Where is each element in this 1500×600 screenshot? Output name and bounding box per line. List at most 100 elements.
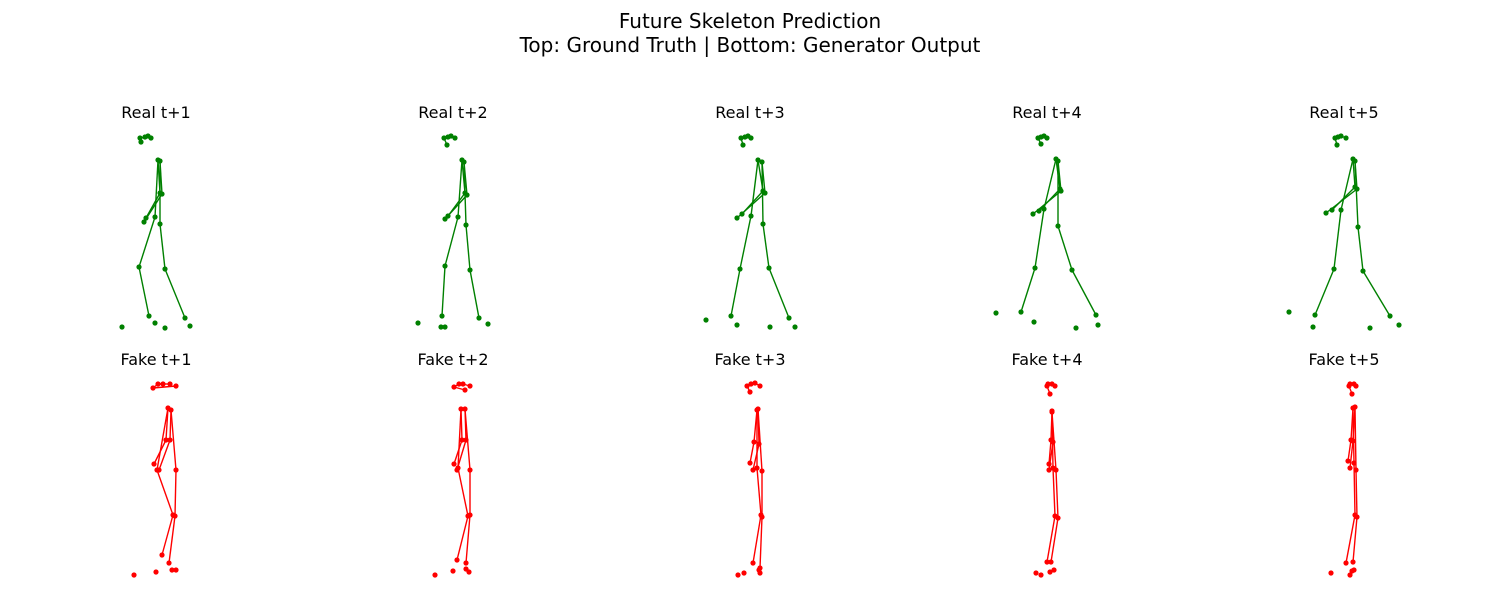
bone-line (1057, 225, 1073, 271)
joint-point (441, 135, 447, 141)
joint-point (167, 381, 173, 387)
joint-point (159, 191, 165, 197)
joint-point (152, 214, 158, 220)
joint-point (1041, 206, 1047, 212)
bone-line (739, 215, 752, 270)
skeleton-panel-fake-3 (735, 380, 765, 578)
joint-point (767, 324, 773, 330)
joint-point (740, 142, 746, 148)
joint-point (455, 214, 461, 220)
joint-point (1053, 467, 1059, 473)
bone-line (730, 268, 741, 317)
joint-point (163, 437, 169, 443)
joint-point (166, 560, 172, 566)
joint-point (162, 325, 168, 331)
joint-point (1347, 572, 1353, 578)
joint-point (1396, 322, 1402, 328)
skeleton-panel-fake-4 (1033, 381, 1061, 578)
bone-line (1354, 406, 1357, 471)
bone-line (757, 408, 763, 472)
joint-point (442, 324, 448, 330)
joint-point (759, 159, 765, 165)
joint-point (993, 310, 999, 316)
joint-point (756, 441, 762, 447)
joint-point (744, 383, 750, 389)
joint-point (1030, 211, 1036, 217)
joint-point (463, 437, 469, 443)
joint-point (463, 560, 469, 566)
joint-point (1349, 391, 1355, 397)
joint-point (750, 467, 756, 473)
joint-point (747, 389, 753, 395)
joint-point (458, 406, 464, 412)
joint-point (759, 514, 765, 520)
joint-point (762, 190, 768, 196)
panel-title-real-2: Real t+2 (418, 103, 488, 122)
joint-point (703, 317, 709, 323)
joint-point (182, 315, 188, 321)
joint-point (1354, 514, 1360, 520)
bone-line (1340, 158, 1354, 211)
joint-point (159, 552, 165, 558)
joint-point (1052, 383, 1058, 389)
joint-point (738, 135, 744, 141)
joint-point (737, 266, 743, 272)
bone-line (1347, 439, 1352, 462)
joint-point (1332, 135, 1338, 141)
bone-line (1352, 516, 1358, 563)
bone-line (750, 159, 759, 217)
panel-title-fake-2: Fake t+2 (417, 350, 489, 369)
joint-point (1310, 324, 1316, 330)
bone-line (1355, 469, 1358, 518)
joint-point (476, 315, 482, 321)
joint-point (1095, 322, 1101, 328)
joint-point (734, 322, 740, 328)
bone-line (168, 515, 176, 564)
bone-line (1352, 407, 1355, 464)
joint-point (173, 567, 179, 573)
joint-point (138, 139, 144, 145)
joint-point (1360, 268, 1366, 274)
joint-point (1033, 570, 1039, 576)
joint-point (155, 381, 161, 387)
bone-line (1357, 226, 1364, 272)
joint-point (1353, 467, 1359, 473)
panel-title-fake-5: Fake t+5 (1308, 350, 1380, 369)
joint-point (467, 383, 473, 389)
joint-point (755, 406, 761, 412)
joint-point (1351, 460, 1357, 466)
bone-line (138, 266, 150, 317)
joint-point (748, 381, 754, 387)
joint-point (1329, 207, 1335, 213)
joint-point (1035, 135, 1041, 141)
bone-line (138, 216, 156, 268)
joint-point (157, 221, 163, 227)
panel-title-real-1: Real t+1 (121, 103, 191, 122)
joint-point (143, 215, 149, 221)
bone-line (453, 439, 463, 465)
panel-title-fake-1: Fake t+1 (120, 350, 192, 369)
joint-point (464, 192, 470, 198)
joint-point (1345, 458, 1351, 464)
joint-point (741, 570, 747, 576)
joint-point (1036, 208, 1042, 214)
joint-point (752, 380, 758, 386)
joint-point (1058, 188, 1064, 194)
bone-line (174, 469, 177, 517)
bone-line (1314, 268, 1335, 316)
bone-line (154, 159, 159, 218)
joint-point (1351, 567, 1357, 573)
joint-point (448, 133, 454, 139)
skeleton-panel-real-2 (415, 133, 491, 330)
joint-point (728, 313, 734, 319)
bone-line (752, 514, 762, 564)
joint-point (467, 267, 473, 273)
joint-point (1354, 186, 1360, 192)
joint-point (444, 142, 450, 148)
joint-point (1367, 325, 1373, 331)
bone-line (469, 269, 480, 319)
joint-point (1044, 559, 1050, 565)
joint-point (1047, 569, 1053, 575)
joint-point (131, 572, 137, 578)
